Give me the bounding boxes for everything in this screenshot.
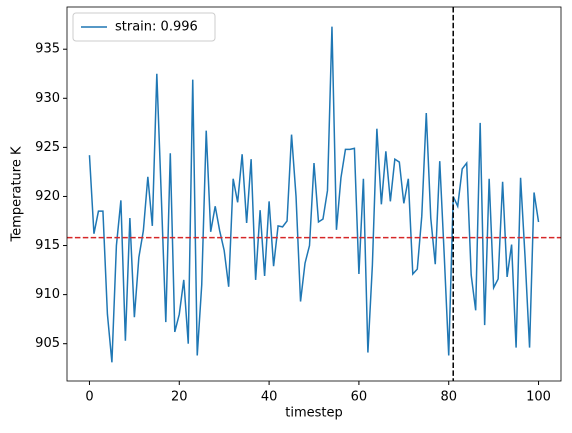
axes-frame	[66, 6, 562, 382]
data-line	[88, 26, 540, 363]
legend-box	[72, 12, 216, 42]
x-tick-label: 60	[351, 390, 368, 405]
y-tick-label: 910	[35, 287, 60, 302]
y-tick-label: 925	[35, 140, 60, 155]
y-tick-label: 930	[35, 91, 60, 106]
x-tick-label: 40	[261, 390, 278, 405]
y-tick-label: 920	[35, 189, 60, 204]
y-tick-label: 905	[35, 336, 60, 351]
legend-label: strain: 0.996	[115, 20, 198, 35]
y-tick-label: 915	[35, 238, 60, 253]
x-tick-label: 20	[171, 390, 188, 405]
x-axis-label: timestep	[285, 406, 343, 421]
x-tick-label: 0	[85, 390, 93, 405]
y-tick-label: 935	[35, 42, 60, 57]
x-tick-label: 100	[526, 390, 551, 405]
x-tick-label: 80	[440, 390, 457, 405]
y-axis-label: Temperature K	[10, 146, 25, 242]
